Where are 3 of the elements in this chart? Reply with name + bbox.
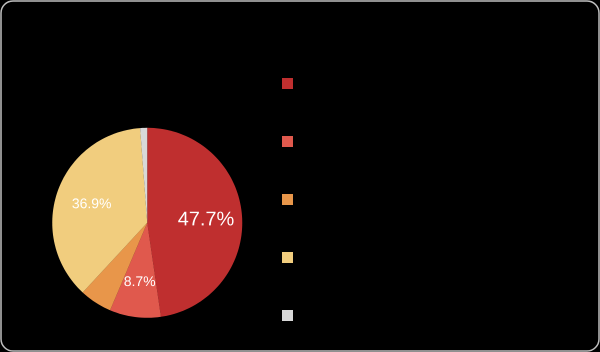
data-label: 36.9% — [72, 198, 111, 208]
data-label: 47.7% — [178, 212, 234, 226]
data-label: 8.7% — [124, 276, 156, 286]
